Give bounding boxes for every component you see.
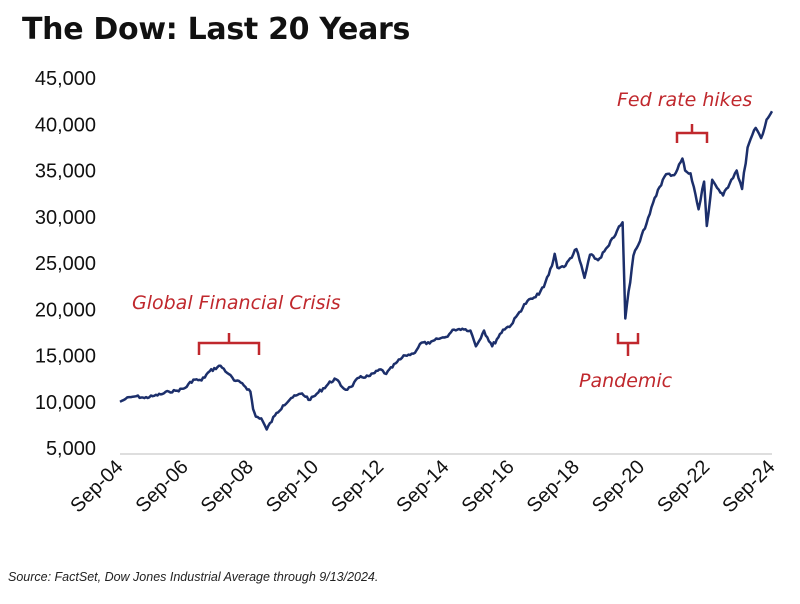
x-tick-label: Sep-22 — [653, 456, 714, 517]
x-tick-label: Sep-12 — [327, 456, 388, 517]
y-axis-ticks: 45,000 40,000 35,000 30,000 25,000 20,000 15,0… — [35, 68, 96, 460]
x-tick-label: Sep-18 — [523, 456, 584, 517]
y-tick-label: 40,000 — [35, 114, 96, 136]
y-tick-label: 10,000 — [35, 392, 96, 414]
y-tick-label: 35,000 — [35, 161, 96, 183]
y-tick-label: 45,000 — [35, 68, 96, 90]
x-tick-label: Sep-20 — [588, 456, 649, 517]
annotation-gfc-bracket — [197, 333, 261, 355]
annotation-fed-hikes-label: Fed rate hikes — [617, 89, 752, 111]
x-tick-label: Sep-08 — [197, 456, 258, 517]
chart-title: The Dow: Last 20 Years — [22, 12, 411, 47]
y-tick-label: 25,000 — [35, 253, 96, 275]
x-tick-label: Sep-10 — [262, 456, 323, 517]
annotation-pandemic: Pandemic — [579, 333, 673, 392]
annotation-pandemic-label: Pandemic — [579, 370, 673, 392]
y-tick-label: 20,000 — [35, 299, 96, 321]
y-tick-label: 15,000 — [35, 346, 96, 368]
x-tick-label: Sep-16 — [458, 456, 519, 517]
y-tick-label: 5,000 — [46, 438, 96, 460]
x-axis-ticks: Sep-04 Sep-06 Sep-08 Sep-10 Sep-12 Sep-14 Sep-… — [66, 456, 779, 517]
x-tick-label: Sep-04 — [66, 456, 127, 517]
annotation-fed-hikes: Fed rate hikes — [617, 89, 752, 143]
annotation-pandemic-bracket — [616, 333, 640, 356]
x-tick-label: Sep-14 — [392, 456, 453, 517]
y-tick-label: 30,000 — [35, 207, 96, 229]
x-tick-label: Sep-06 — [132, 456, 193, 517]
annotation-gfc-label: Global Financial Crisis — [132, 292, 341, 314]
x-tick-label: Sep-24 — [718, 456, 779, 517]
annotation-fed-hikes-bracket — [675, 124, 709, 143]
annotation-gfc: Global Financial Crisis — [132, 292, 341, 355]
source-note: Source: FactSet, Dow Jones Industrial Av… — [8, 570, 379, 584]
chart: 45,000 40,000 35,000 30,000 25,000 20,000 15,0… — [35, 68, 780, 517]
dow-series-line — [119, 110, 774, 431]
